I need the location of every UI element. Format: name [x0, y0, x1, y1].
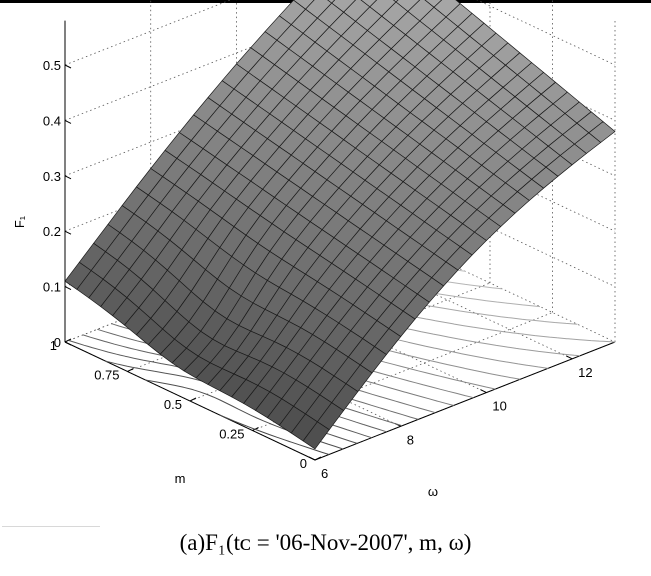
z-tick-mark [64, 64, 72, 69]
z-tick-label: 0.5 [43, 58, 61, 73]
omega-tick-label: 12 [578, 365, 592, 380]
omega-tick-mark [565, 355, 573, 360]
omega-axis-label: ω [428, 484, 438, 499]
z-tick-mark [64, 230, 72, 235]
omega-tick-mark [480, 389, 487, 394]
separator-rule [2, 526, 100, 527]
m-tick-label: 0.25 [219, 427, 244, 442]
omega-axis-line [314, 341, 616, 461]
m-tick-mark [127, 368, 134, 372]
tick-labels: 0 0.1 0.2 0.3 0.4 0.5 0 0.25 0.5 0.75 1 6 8 10 12 [43, 58, 593, 481]
m-tick-mark [314, 456, 322, 461]
omega-tick-mark [308, 456, 316, 461]
m-tick-label: 0.75 [94, 368, 119, 383]
m-tick-label: 0 [300, 456, 307, 471]
omega-tick-label: 6 [321, 466, 328, 481]
m-tick-label: 1 [50, 338, 57, 353]
contour-line [219, 414, 330, 455]
z-tick-mark [64, 175, 72, 180]
z-tick-label: 0.4 [43, 113, 61, 128]
surface-facet [302, 421, 330, 450]
z-axis-label: F₁ [12, 215, 27, 228]
z-tick-mark [64, 119, 72, 124]
z-tick-label: 0.3 [43, 169, 61, 184]
omega-tick-label: 8 [407, 432, 414, 447]
m-tick-mark [64, 338, 72, 343]
figure-caption: (a)F₁(tᴄ = '06-Nov-2007', m, ω) [179, 530, 472, 555]
z-tick-mark [64, 286, 72, 291]
omega-tick-label: 10 [492, 399, 506, 414]
z-tick-mark [64, 341, 72, 346]
m-tick-label: 0.5 [164, 397, 182, 412]
z-tick-label: 0.1 [43, 280, 61, 295]
m-axis-label: m [175, 471, 186, 486]
z-tick-label: 0 [54, 335, 61, 350]
surface-plot: 0 0.1 0.2 0.3 0.4 0.5 0 0.25 0.5 0.75 1 6 8 10 12 F₁ m… [12, 0, 616, 499]
z-tick-label: 0.2 [43, 224, 61, 239]
m-tick-mark [189, 397, 197, 402]
surface-mesh [64, 0, 616, 450]
surface-facet [327, 0, 336, 4]
